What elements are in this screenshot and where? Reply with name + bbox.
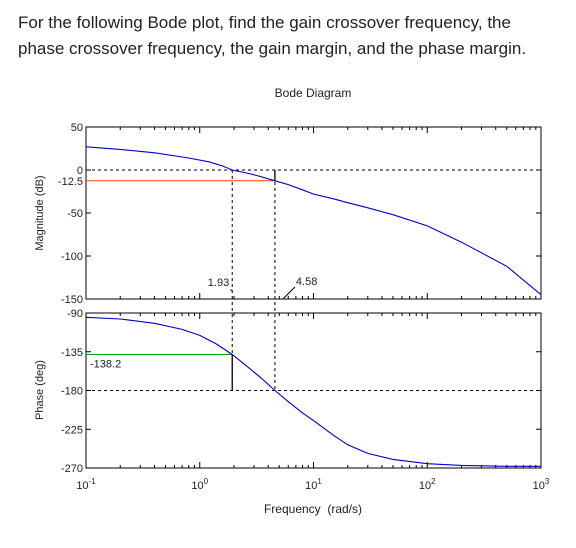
magnitude-ytick-label: 50: [71, 122, 83, 134]
magnitude-ytick-label: -150: [61, 294, 83, 306]
gain-margin-ytick-label: -12.5: [58, 176, 83, 188]
phase-crossover-label: 4.58: [296, 276, 317, 288]
frequency-xlabel: Frequency (rad/s): [264, 502, 362, 516]
phase-ytick-label: -180: [61, 386, 83, 398]
question-line-2: phase crossover frequency, the gain marg…: [18, 39, 527, 58]
gain-crossover-label: 1.93: [208, 277, 229, 289]
magnitude-ytick-label: -100: [61, 251, 83, 263]
phase-curve: [85, 316, 541, 467]
phase-ytick-label: -90: [67, 308, 83, 320]
phase-ylabel: Phase (deg): [34, 360, 46, 420]
frequency-xtick-label: 100: [191, 477, 208, 492]
frequency-xtick-label: 10-1: [76, 477, 96, 492]
chart-title: Bode Diagram: [275, 86, 352, 100]
frequency-xtick-label: 102: [419, 477, 436, 492]
phase-ytick-label: -270: [61, 463, 83, 475]
magnitude-ytick-label: -50: [67, 208, 83, 220]
question-text: For the following Bode plot, find the ga…: [18, 10, 563, 62]
frequency-xtick-label: 101: [305, 477, 322, 492]
phase-crossover-leader: [282, 286, 296, 300]
magnitude-axes-box: [85, 126, 542, 300]
magnitude-curve: [85, 146, 542, 296]
frequency-xtick-label: 103: [533, 477, 550, 492]
magnitude-ytick-label: 0: [77, 165, 83, 177]
question-line-1: For the following Bode plot, find the ga…: [18, 13, 511, 32]
magnitude-ylabel: Magnitude (dB): [34, 175, 46, 250]
phase-ytick-label: -135: [61, 347, 83, 359]
phase-ytick-label: -225: [61, 424, 83, 436]
phase-margin-label: -138.2: [90, 359, 121, 371]
